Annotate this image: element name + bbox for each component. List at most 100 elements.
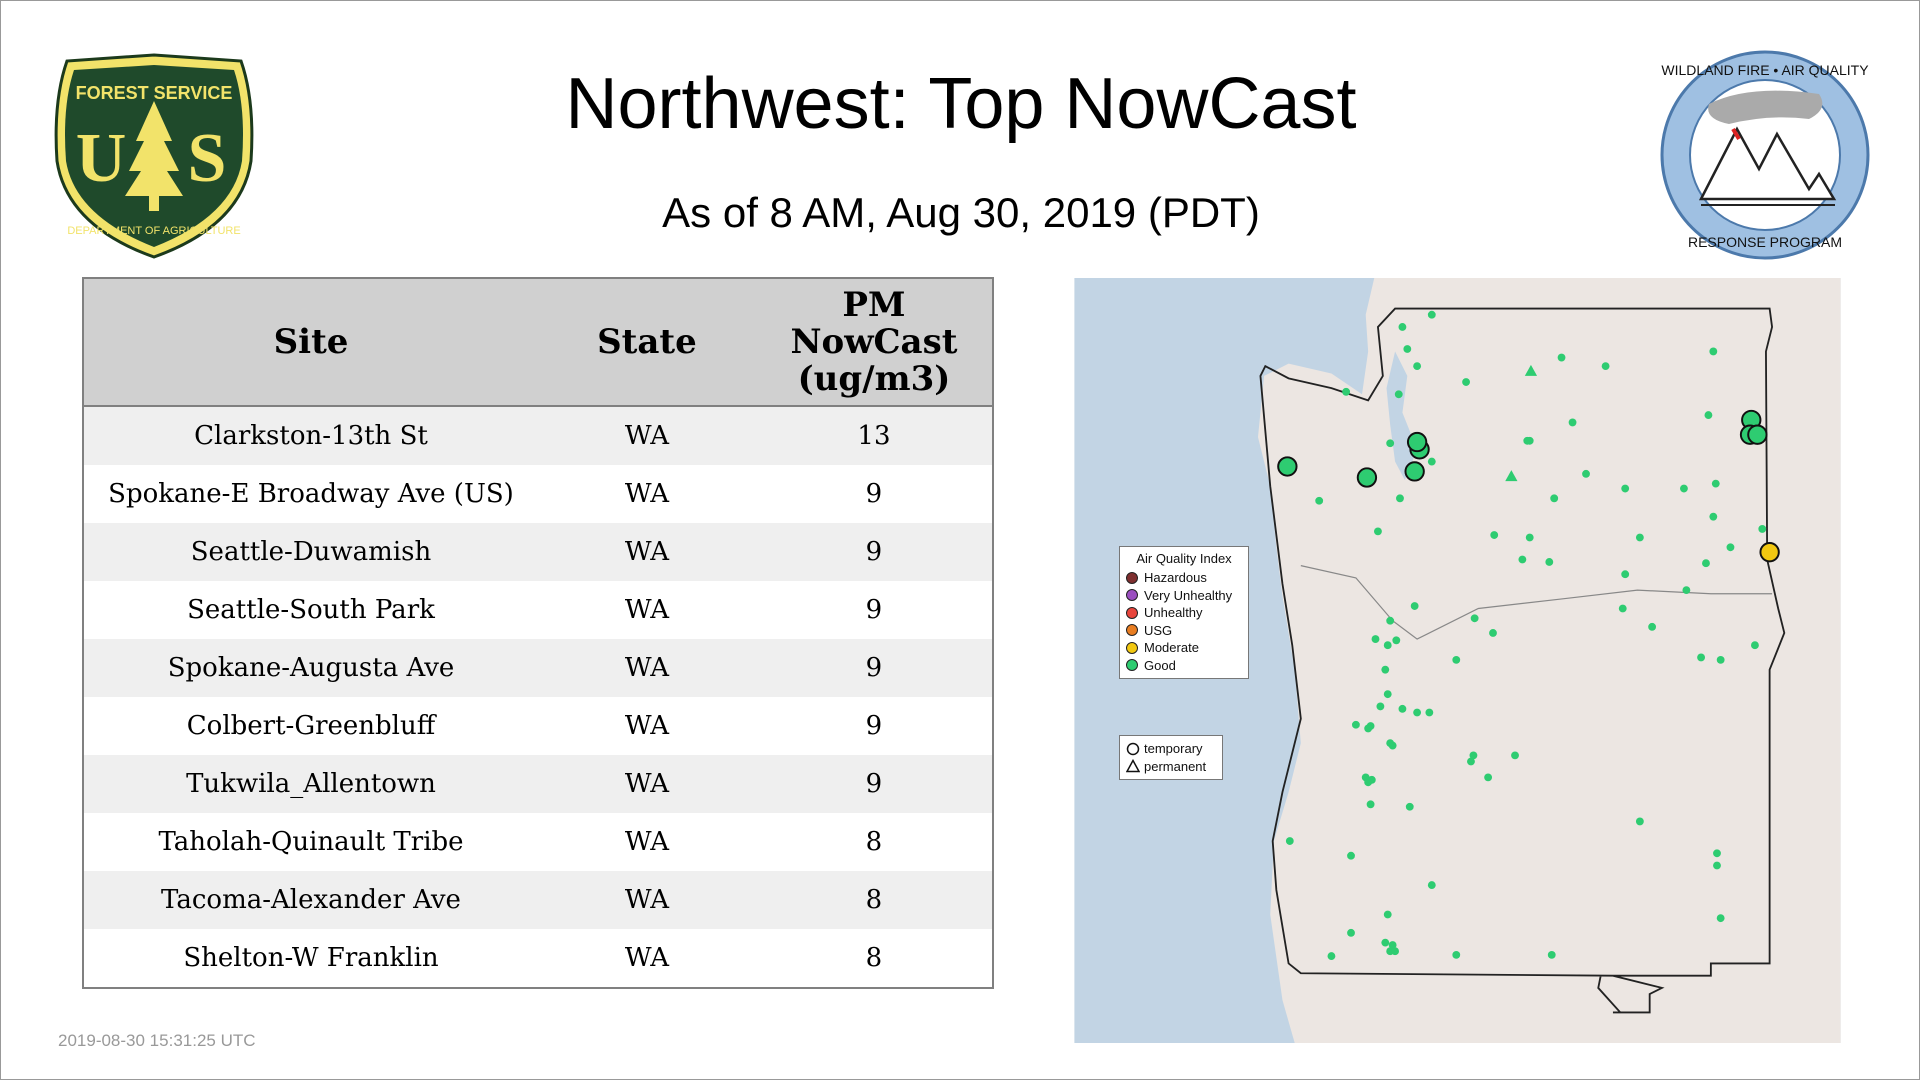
station-marker[interactable] <box>1518 555 1527 564</box>
station-marker[interactable] <box>1391 947 1399 956</box>
station-marker[interactable] <box>1601 362 1610 371</box>
station-marker[interactable] <box>1557 353 1566 362</box>
station-marker[interactable] <box>1726 543 1735 552</box>
station-marker[interactable] <box>1347 851 1355 860</box>
header-label: NowCast <box>790 321 958 362</box>
top-site-marker[interactable] <box>1277 456 1298 477</box>
station-marker[interactable] <box>1383 690 1392 699</box>
table-header-row: Site State PM NowCast (ug/m3) <box>84 279 992 407</box>
permanent-station-marker[interactable] <box>1505 470 1518 482</box>
station-marker[interactable] <box>1285 837 1294 845</box>
station-marker[interactable] <box>1342 387 1351 396</box>
station-marker[interactable] <box>1427 310 1436 319</box>
station-marker[interactable] <box>1758 525 1767 533</box>
station-marker[interactable] <box>1315 496 1324 505</box>
station-marker[interactable] <box>1582 469 1590 478</box>
cell-site: Tukwila_Allentown <box>84 755 538 813</box>
station-marker[interactable] <box>1386 439 1395 448</box>
nowcast-table: Site State PM NowCast (ug/m3) Clarkston-… <box>82 277 994 989</box>
station-marker[interactable] <box>1398 323 1407 331</box>
cell-state: WA <box>538 755 756 813</box>
station-marker[interactable] <box>1410 602 1419 610</box>
station-marker[interactable] <box>1511 751 1519 760</box>
station-marker[interactable] <box>1697 653 1705 662</box>
station-marker[interactable] <box>1484 773 1493 782</box>
station-marker[interactable] <box>1427 457 1436 466</box>
station-marker[interactable] <box>1547 950 1556 959</box>
station-marker[interactable] <box>1682 586 1691 595</box>
station-marker[interactable] <box>1347 928 1355 937</box>
station-marker[interactable] <box>1490 531 1499 539</box>
table-row: Spokane-Augusta Ave WA 9 <box>84 639 992 697</box>
station-marker[interactable] <box>1381 665 1390 674</box>
station-marker[interactable] <box>1383 910 1392 919</box>
station-marker[interactable] <box>1452 655 1461 664</box>
station-marker[interactable] <box>1702 559 1710 568</box>
station-marker[interactable] <box>1413 362 1422 371</box>
station-marker[interactable] <box>1364 724 1373 733</box>
station-marker[interactable] <box>1709 347 1718 356</box>
top-site-marker[interactable] <box>1356 467 1378 488</box>
station-marker[interactable] <box>1470 614 1479 623</box>
station-marker[interactable] <box>1711 479 1720 488</box>
station-marker[interactable] <box>1403 345 1412 353</box>
station-marker[interactable] <box>1394 390 1403 399</box>
station-marker[interactable] <box>1396 494 1404 503</box>
station-marker[interactable] <box>1716 914 1725 923</box>
station-marker[interactable] <box>1635 817 1644 826</box>
cell-state: WA <box>538 523 756 581</box>
station-marker[interactable] <box>1550 494 1559 503</box>
station-marker[interactable] <box>1427 881 1436 890</box>
station-marker[interactable] <box>1713 861 1721 870</box>
station-marker[interactable] <box>1351 720 1360 729</box>
station-marker[interactable] <box>1413 708 1422 717</box>
station-marker[interactable] <box>1388 941 1397 949</box>
station-marker[interactable] <box>1648 622 1657 631</box>
station-marker[interactable] <box>1545 558 1554 566</box>
top-site-marker[interactable] <box>1404 461 1425 482</box>
station-marker[interactable] <box>1709 512 1718 521</box>
station-marker[interactable] <box>1327 952 1336 961</box>
station-marker[interactable] <box>1388 741 1397 750</box>
station-marker[interactable] <box>1489 629 1497 637</box>
cell-nowcast: 9 <box>755 523 992 581</box>
station-marker[interactable] <box>1386 616 1395 625</box>
station-marker[interactable] <box>1469 751 1478 760</box>
station-marker[interactable] <box>1425 708 1434 717</box>
top-site-marker[interactable] <box>1759 542 1780 563</box>
table-row: Colbert-Greenbluff WA 9 <box>84 697 992 755</box>
station-marker[interactable] <box>1462 378 1470 386</box>
station-marker[interactable] <box>1704 411 1713 420</box>
station-marker[interactable] <box>1452 950 1461 959</box>
station-marker[interactable] <box>1618 604 1627 613</box>
station-marker[interactable] <box>1392 636 1401 645</box>
station-marker[interactable] <box>1680 484 1688 493</box>
station-marker[interactable] <box>1751 641 1759 650</box>
legend-label: Good <box>1144 657 1176 673</box>
station-marker[interactable] <box>1366 800 1375 809</box>
station-marker[interactable] <box>1621 570 1630 579</box>
station-marker[interactable] <box>1713 849 1721 858</box>
station-marker[interactable] <box>1376 702 1385 711</box>
legend-label: permanent <box>1144 758 1207 774</box>
station-marker[interactable] <box>1383 641 1392 650</box>
station-marker[interactable] <box>1398 704 1407 713</box>
station-marker[interactable] <box>1635 533 1644 542</box>
station-marker[interactable] <box>1467 757 1475 766</box>
state-outline <box>1259 307 1786 1014</box>
station-marker[interactable] <box>1568 418 1577 427</box>
permanent-station-marker[interactable] <box>1524 364 1538 376</box>
top-site-marker[interactable] <box>1406 431 1428 453</box>
station-marker[interactable] <box>1367 775 1376 784</box>
station-marker[interactable] <box>1381 938 1390 947</box>
station-marker[interactable] <box>1525 533 1534 542</box>
station-marker[interactable] <box>1405 802 1414 811</box>
station-marker[interactable] <box>1621 484 1630 493</box>
station-marker[interactable] <box>1523 436 1532 445</box>
station-marker[interactable] <box>1374 527 1382 536</box>
top-site-marker[interactable] <box>1747 424 1768 445</box>
station-marker[interactable] <box>1371 635 1380 643</box>
aqi-legend: Air Quality Index Hazardous Very Unhealth… <box>1119 546 1249 679</box>
station-marker[interactable] <box>1716 655 1725 664</box>
table-row: Spokane-E Broadway Ave (US) WA 9 <box>84 465 992 523</box>
